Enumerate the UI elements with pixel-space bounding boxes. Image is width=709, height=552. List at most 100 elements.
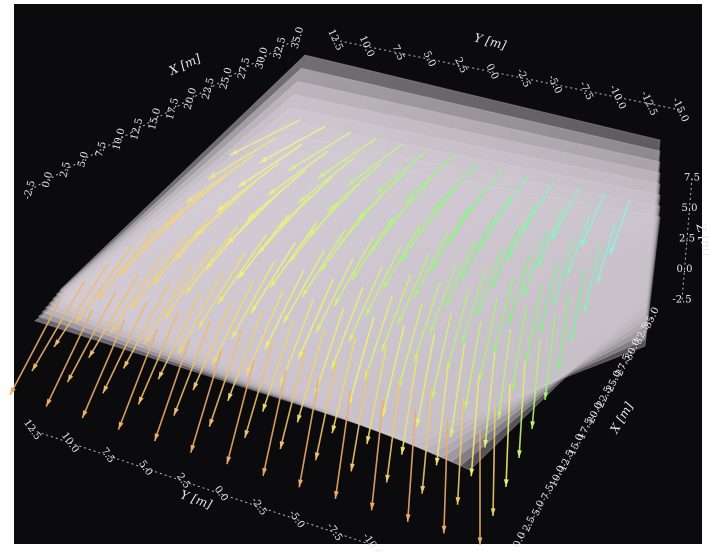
- arrow-head: [173, 407, 179, 416]
- arrow-shaft: [369, 197, 414, 255]
- arrow-shaft: [250, 241, 297, 314]
- arrow-shaft: [184, 225, 239, 295]
- arrow-shaft: [296, 328, 326, 423]
- arrow-head: [54, 339, 61, 347]
- arrow-head: [430, 262, 437, 271]
- arrow-head: [98, 291, 105, 299]
- arrow-head: [477, 307, 482, 316]
- arrow-head: [610, 247, 615, 255]
- arrow-shaft: [430, 210, 467, 272]
- arrow-shaft: [566, 216, 590, 277]
- arrow-head: [483, 439, 489, 448]
- arrow-shaft: [66, 291, 117, 383]
- arrow-shaft: [557, 291, 571, 372]
- arrow-head: [385, 474, 390, 483]
- arrow-head: [267, 188, 276, 196]
- arrow-head: [250, 305, 257, 314]
- arrow-head: [511, 382, 516, 391]
- arrow-shaft: [531, 337, 541, 430]
- arrow-head: [231, 331, 238, 339]
- arrow-head: [455, 497, 461, 505]
- arrow-head: [190, 444, 196, 453]
- arrow-head: [32, 363, 38, 371]
- arrow-shaft: [497, 329, 512, 420]
- arrow-shaft: [397, 253, 430, 326]
- arrow-head: [302, 289, 309, 298]
- arrow-shaft: [205, 206, 261, 270]
- arrow-head: [209, 418, 214, 427]
- arrow-head: [449, 429, 455, 438]
- arrow-shaft: [288, 202, 339, 263]
- arrow-shaft: [333, 237, 374, 307]
- arrow-head: [530, 421, 536, 429]
- arrow-shaft: [505, 383, 511, 488]
- arrow-head: [508, 316, 513, 325]
- arrow-shaft: [536, 209, 564, 269]
- arrow-head: [10, 387, 16, 395]
- arrow-head: [212, 356, 218, 365]
- arrow-shaft: [208, 329, 243, 428]
- arrow-shaft: [461, 268, 487, 344]
- arrow-shaft: [143, 263, 194, 345]
- arrow-head: [517, 450, 522, 458]
- arrow-shaft: [385, 378, 401, 483]
- arrow-head: [350, 463, 355, 472]
- arrow-shaft: [421, 387, 433, 494]
- arrow-head: [507, 251, 513, 260]
- arrow-head: [320, 263, 327, 272]
- arrow-head: [82, 410, 88, 419]
- arrow-head: [158, 371, 164, 380]
- arrow-shaft: [404, 156, 453, 202]
- arrow-shaft: [443, 419, 449, 534]
- arrow-head: [334, 490, 339, 499]
- arrow-shaft: [229, 119, 301, 156]
- arrow-shaft: [244, 339, 275, 439]
- arrow-shaft: [177, 272, 224, 355]
- tick-label: 2.5: [679, 234, 695, 245]
- arrow-shaft: [366, 346, 388, 445]
- arrow-shaft: [544, 314, 556, 401]
- arrow-head: [405, 514, 411, 522]
- arrow-shaft: [102, 300, 148, 394]
- tick-label: 0.0: [677, 264, 693, 275]
- arrow-shaft: [313, 307, 345, 396]
- arrow-head: [414, 289, 421, 298]
- arrow-head: [351, 272, 359, 281]
- arrow-shaft: [470, 374, 480, 477]
- arrow-head: [462, 335, 467, 344]
- arrow-head: [238, 271, 245, 279]
- arrow-shaft: [190, 349, 223, 453]
- arrow-shaft: [476, 246, 504, 316]
- arrow-head: [198, 321, 205, 329]
- arrow-head: [334, 298, 340, 307]
- arrow-shaft: [216, 162, 280, 213]
- arrow-shaft: [446, 290, 470, 372]
- arrow-shaft: [521, 181, 555, 233]
- arrow-head: [237, 180, 246, 188]
- arrow-shaft: [301, 230, 346, 298]
- arrow-shaft: [450, 343, 466, 438]
- arrow-head: [431, 391, 436, 399]
- arrow-shaft: [267, 150, 329, 196]
- tick-label: 2.5: [58, 161, 73, 179]
- axis-line: [519, 317, 653, 541]
- arrow-shaft: [130, 235, 187, 310]
- arrow-head: [193, 382, 199, 391]
- arrow-head: [144, 336, 151, 344]
- arrow-shaft: [75, 245, 133, 324]
- arrow-shaft: [331, 337, 357, 434]
- axis-line: [29, 37, 299, 191]
- arrow-head: [469, 468, 475, 477]
- arrow-head: [435, 457, 440, 466]
- arrow-head: [381, 343, 387, 352]
- arrow-head: [88, 349, 95, 358]
- arrow-head: [346, 179, 355, 186]
- arrow-shaft: [117, 329, 158, 430]
- arrow-head: [580, 239, 587, 248]
- arrow-head: [376, 186, 384, 194]
- arrow-head: [208, 173, 216, 179]
- arrow-head: [195, 228, 203, 236]
- arrow-head: [154, 433, 160, 442]
- arrow-shaft: [493, 276, 515, 353]
- arrow-shaft: [317, 137, 377, 179]
